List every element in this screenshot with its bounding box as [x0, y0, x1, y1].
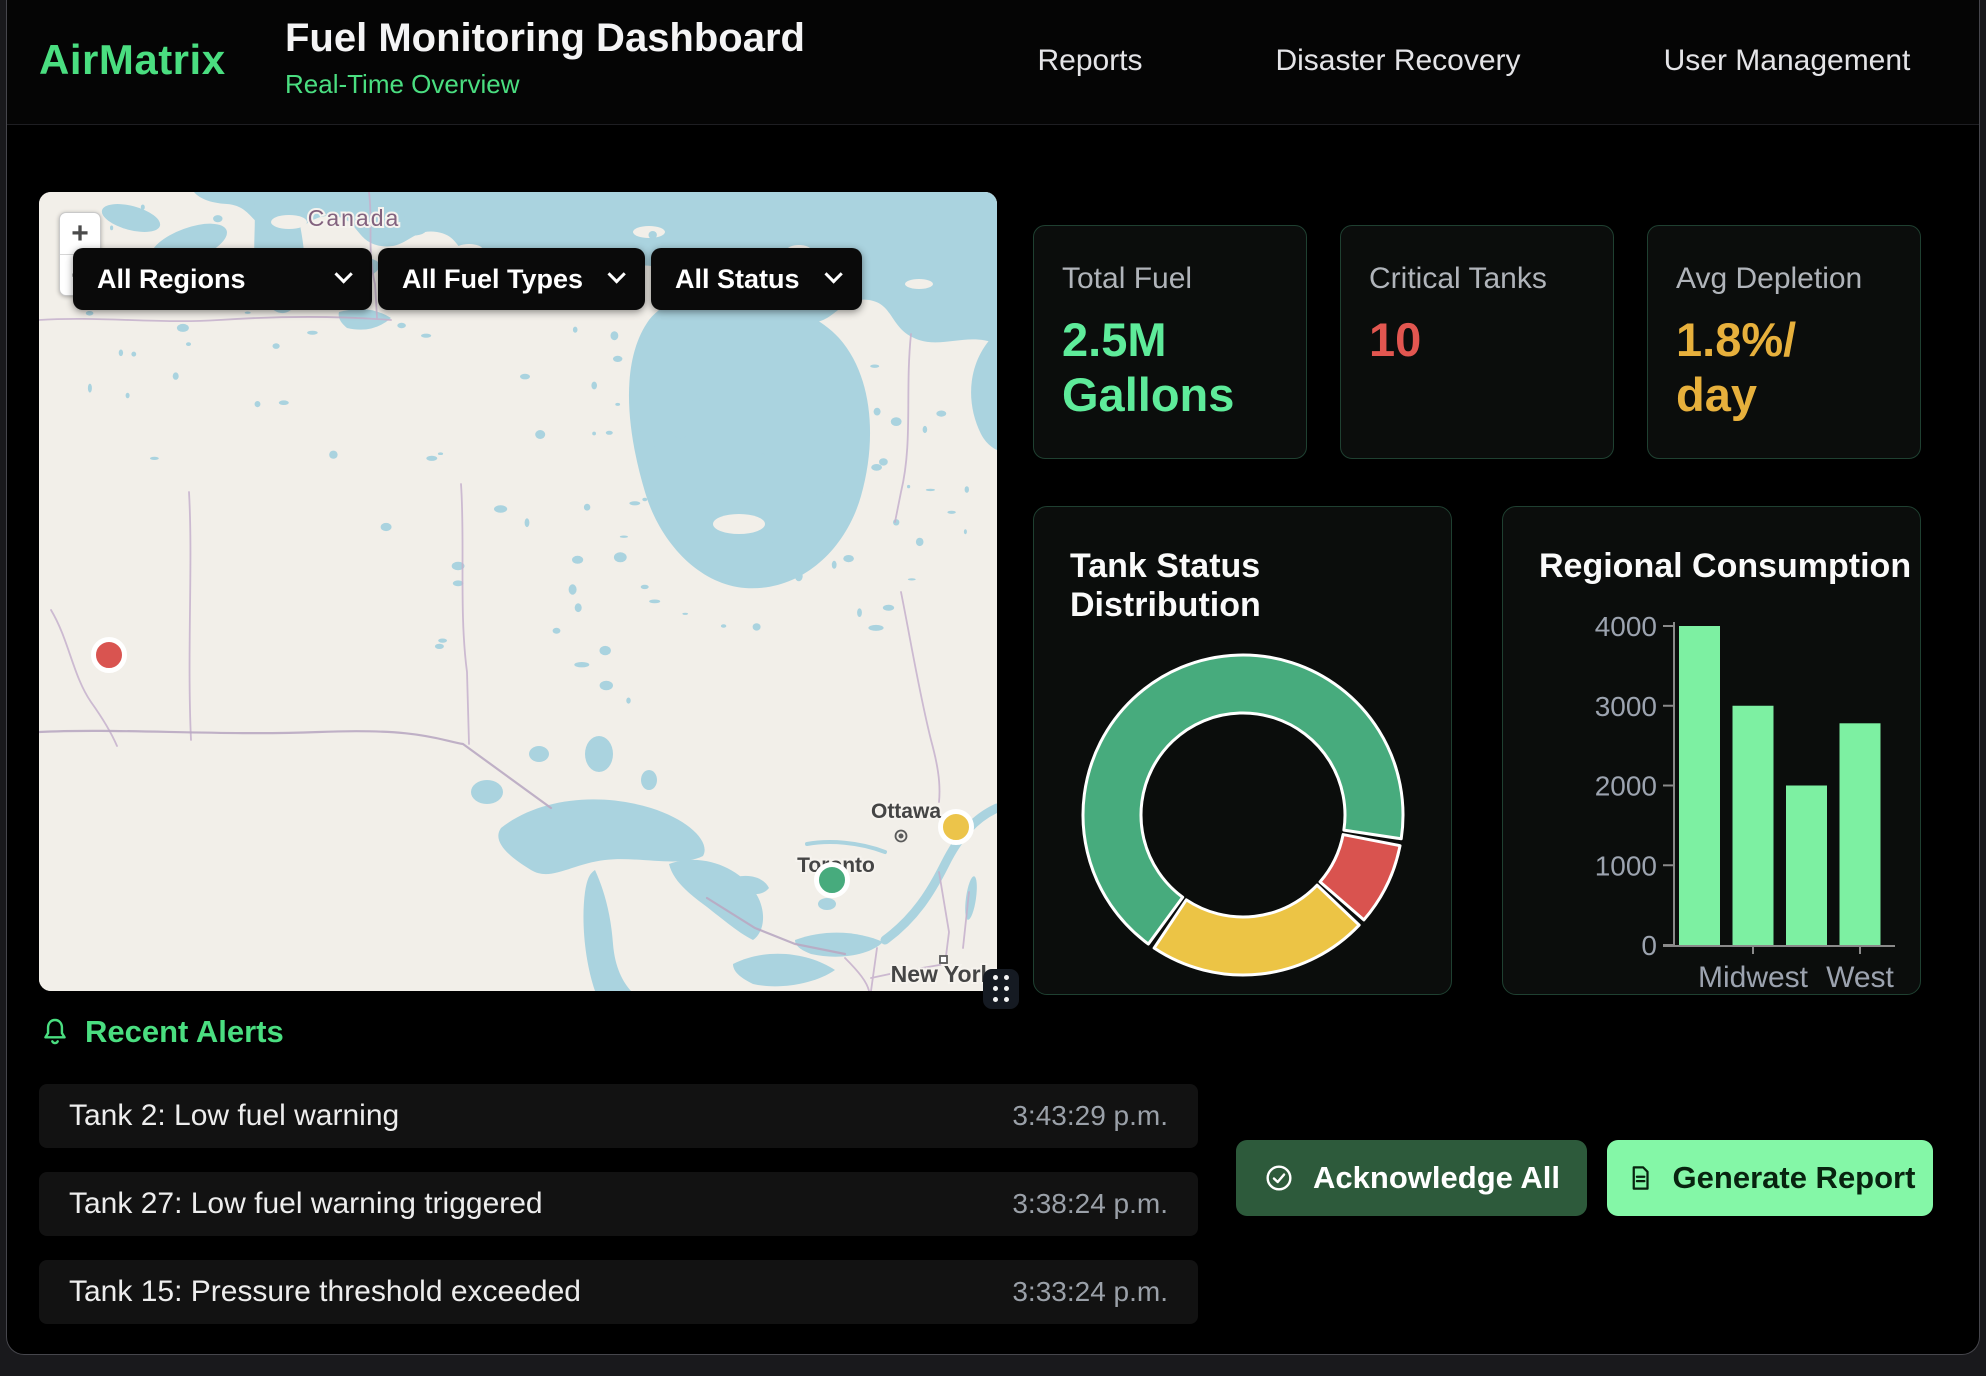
donut-segment-warning	[1154, 885, 1359, 975]
generate-report-label: Generate Report	[1673, 1160, 1916, 1196]
nav-user-management[interactable]: User Management	[1664, 44, 1911, 78]
alert-time: 3:33:24 p.m.	[1012, 1276, 1168, 1308]
chevron-down-icon	[824, 265, 842, 283]
stat-card-critical-tanks: Critical Tanks 10	[1340, 225, 1614, 459]
fuel-type-filter-value: All Fuel Types	[402, 264, 583, 295]
alert-time: 3:38:24 p.m.	[1012, 1188, 1168, 1220]
alert-row[interactable]: Tank 2: Low fuel warning 3:43:29 p.m.	[39, 1084, 1198, 1148]
bar-chart: 0 1000 2000 3000 4000 Midwest West	[1503, 507, 1922, 996]
brand-logo: AirMatrix	[39, 36, 226, 84]
bar	[1679, 626, 1720, 945]
map-filter-bar: All Regions All Fuel Types All Status	[73, 248, 862, 310]
map-label-canada: Canada	[308, 205, 401, 231]
bar	[1733, 706, 1774, 945]
bar	[1840, 723, 1881, 945]
acknowledge-all-button[interactable]: Acknowledge All	[1236, 1140, 1587, 1216]
y-axis-tick-label: 2000	[1595, 771, 1657, 802]
stat-value: 2.5M Gallons	[1062, 312, 1278, 423]
tank-status-card: Tank Status Distribution	[1033, 506, 1452, 995]
stat-value: 10	[1369, 312, 1585, 367]
generate-report-button[interactable]: Generate Report	[1607, 1140, 1933, 1216]
acknowledge-all-label: Acknowledge All	[1313, 1160, 1560, 1196]
region-filter-value: All Regions	[97, 264, 246, 295]
tank-marker-critical[interactable]	[94, 640, 125, 671]
header: AirMatrix Fuel Monitoring Dashboard Real…	[7, 0, 1979, 125]
resize-grip-handle[interactable]	[983, 969, 1019, 1009]
dashboard-root: AirMatrix Fuel Monitoring Dashboard Real…	[6, 0, 1980, 1355]
y-axis-tick-label: 1000	[1595, 850, 1657, 881]
alerts-heading: Recent Alerts	[85, 1014, 284, 1050]
map-canvas: Canada Ottawa Toronto New York	[39, 192, 997, 991]
stat-card-avg-depletion: Avg Depletion 1.8%/ day	[1647, 225, 1921, 459]
nav-disaster-recovery[interactable]: Disaster Recovery	[1275, 44, 1520, 78]
status-filter-value: All Status	[675, 264, 800, 295]
alert-row[interactable]: Tank 27: Low fuel warning triggered 3:38…	[39, 1172, 1198, 1236]
stat-card-total-fuel: Total Fuel 2.5M Gallons	[1033, 225, 1307, 459]
map-label-ottawa: Ottawa	[871, 800, 941, 823]
tank-marker-warning[interactable]	[941, 812, 972, 843]
x-axis-tick-label: West	[1826, 961, 1894, 994]
stat-label: Avg Depletion	[1676, 262, 1892, 296]
title-block: Fuel Monitoring Dashboard Real-Time Over…	[285, 16, 805, 100]
alert-text: Tank 15: Pressure threshold exceeded	[69, 1275, 581, 1309]
alert-row[interactable]: Tank 15: Pressure threshold exceeded 3:3…	[39, 1260, 1198, 1324]
chevron-down-icon	[607, 265, 625, 283]
chevron-down-icon	[334, 265, 352, 283]
fuel-type-filter-select[interactable]: All Fuel Types	[378, 248, 645, 310]
donut-chart	[1034, 507, 1453, 996]
status-filter-select[interactable]: All Status	[651, 248, 862, 310]
alerts-header: Recent Alerts	[39, 1014, 284, 1050]
bell-icon	[39, 1015, 71, 1049]
tank-marker-operational[interactable]	[817, 865, 848, 896]
region-filter-select[interactable]: All Regions	[73, 248, 372, 310]
alert-time: 3:43:29 p.m.	[1012, 1100, 1168, 1132]
x-axis-tick-label: Midwest	[1698, 961, 1809, 994]
alert-text: Tank 27: Low fuel warning triggered	[69, 1187, 543, 1221]
bar	[1786, 786, 1827, 946]
fuel-map[interactable]: Canada Ottawa Toronto New York	[39, 192, 997, 991]
regional-consumption-card: Regional Consumption 01000200030004000Mi…	[1502, 506, 1921, 995]
y-axis-tick-label: 0	[1641, 930, 1657, 961]
y-axis-tick-label: 3000	[1595, 691, 1657, 722]
nav-reports[interactable]: Reports	[1037, 44, 1142, 78]
y-axis-tick-label: 4000	[1595, 611, 1657, 642]
alert-text: Tank 2: Low fuel warning	[69, 1099, 399, 1133]
page-subtitle: Real-Time Overview	[285, 69, 805, 100]
document-icon	[1625, 1162, 1655, 1194]
page-title: Fuel Monitoring Dashboard	[285, 16, 805, 61]
check-circle-icon	[1263, 1162, 1295, 1194]
stat-value: 1.8%/ day	[1676, 312, 1892, 423]
map-label-newyork: New York	[891, 961, 994, 987]
stat-label: Critical Tanks	[1369, 262, 1585, 296]
stat-label: Total Fuel	[1062, 262, 1278, 296]
